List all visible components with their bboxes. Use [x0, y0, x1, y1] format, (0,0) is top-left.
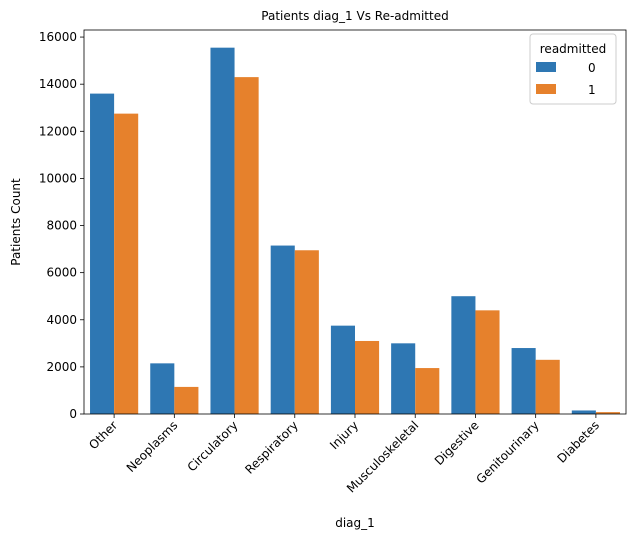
bar-musculoskeletal-series-0	[391, 343, 416, 414]
bar-circulatory-series-1	[234, 77, 259, 414]
plot-frame	[83, 29, 627, 415]
y-tick-label: 2000	[46, 360, 77, 374]
legend-label-0: 0	[588, 61, 596, 75]
x-tick-label: Injury	[327, 418, 361, 452]
bar-diabetes-series-1	[595, 412, 620, 414]
y-axis-label: Patients Count	[9, 178, 23, 266]
x-axis: Other Neoplasms Circulatory Respiratory Inju…	[86, 414, 602, 496]
x-tick-label: Genitourinary	[474, 418, 542, 486]
y-tick-label: 8000	[46, 219, 77, 233]
x-tick-label: Circulatory	[185, 418, 241, 474]
y-tick-label: 4000	[46, 313, 77, 327]
x-axis-label: diag_1	[335, 516, 375, 530]
bar-other-series-1	[114, 113, 139, 415]
legend-swatch-0	[536, 62, 556, 72]
bar-injury-series-1	[355, 340, 380, 414]
y-tick-label: 10000	[39, 171, 77, 185]
legend-label-1: 1	[588, 83, 596, 97]
x-tick-label: Digestive	[432, 418, 482, 468]
x-tick-label: Neoplasms	[124, 418, 181, 475]
bar-neoplasms-series-1	[174, 386, 199, 414]
bar-circulatory-series-0	[210, 47, 235, 415]
bar-injury-series-0	[330, 325, 355, 414]
bar-neoplasms-series-0	[150, 363, 175, 414]
legend-swatch-1	[536, 84, 556, 94]
y-tick-label: 6000	[46, 266, 77, 280]
bar-musculoskeletal-series-1	[415, 368, 440, 414]
bar-digestive-series-1	[475, 310, 500, 414]
y-tick-label: 0	[69, 407, 77, 421]
bar-respiratory-series-1	[294, 250, 319, 414]
legend: readmitted 0 1	[529, 33, 617, 105]
bar-digestive-series-0	[451, 296, 476, 414]
y-axis: 0 2000 4000 6000 8000 10000 12000 14000 16000	[39, 30, 84, 421]
x-tick-label: Other	[86, 418, 120, 452]
bars-group	[90, 47, 620, 415]
y-tick-label: 16000	[39, 30, 77, 44]
x-tick-label: Respiratory	[242, 418, 301, 477]
bar-genitourinary-series-1	[535, 359, 560, 414]
legend-title: readmitted	[540, 42, 606, 56]
chart-title: Patients diag_1 Vs Re-admitted	[261, 9, 448, 23]
bar-other-series-0	[90, 93, 115, 414]
bar-genitourinary-series-0	[511, 348, 536, 414]
y-tick-label: 14000	[39, 77, 77, 91]
y-tick-label: 12000	[39, 124, 77, 138]
bar-diabetes-series-0	[571, 410, 596, 414]
bar-respiratory-series-0	[270, 245, 295, 414]
x-tick-label: Diabetes	[554, 418, 602, 466]
